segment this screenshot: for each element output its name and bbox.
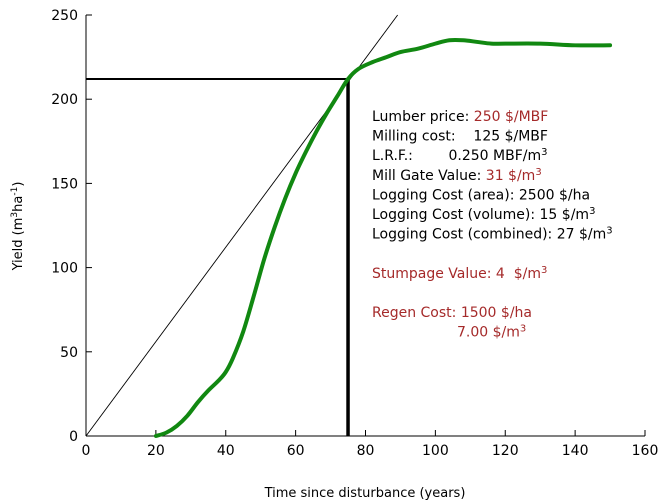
yield-curve <box>153 37 613 438</box>
x-axis-title: Time since disturbance (years) <box>264 486 466 501</box>
annotation-line: 7.00 $/m3 <box>457 323 526 341</box>
x-tick-label: 60 <box>287 443 305 459</box>
annotation-line: Lumber price: 250 $/MBF <box>372 109 548 125</box>
x-tick-label: 80 <box>357 443 375 459</box>
x-tick-label: 40 <box>217 443 235 459</box>
x-tick-label: 20 <box>147 443 165 459</box>
y-axis-ticks: 0 50 100 150 200 250 <box>51 8 92 445</box>
x-axis-ticks: 0 20 40 60 80 100 120 140 160 <box>82 430 659 459</box>
x-tick-label: 120 <box>492 443 519 459</box>
y-tick-label: 250 <box>51 8 78 24</box>
annotation-line: Logging Cost (combined): 27 $/m3 <box>372 225 613 243</box>
annotation-line: Stumpage Value: 4 $/m3 <box>372 264 547 282</box>
y-axis-title: Yield (m3ha-1) <box>10 182 26 272</box>
y-tick-label: 0 <box>69 429 78 445</box>
annotation-line: Logging Cost (volume): 15 $/m3 <box>372 206 595 224</box>
y-tick-label: 200 <box>51 92 78 108</box>
annotation-line: Milling cost: 125 $/MBF <box>372 129 548 145</box>
y-tick-label: 100 <box>51 261 78 277</box>
annotation-line: L.R.F.: 0.250 MBF/m3 <box>372 147 548 165</box>
annotation-line: Regen Cost: 1500 $/ha <box>372 305 532 321</box>
x-tick-label: 160 <box>632 443 659 459</box>
x-tick-label: 100 <box>422 443 449 459</box>
y-tick-label: 50 <box>60 345 78 361</box>
x-tick-label: 140 <box>562 443 589 459</box>
annotation-line: Mill Gate Value: 31 $/m3 <box>372 166 542 184</box>
series-layer <box>153 37 613 438</box>
x-tick-label: 0 <box>82 443 91 459</box>
annotation-line: Logging Cost (area): 2500 $/ha <box>372 187 590 203</box>
y-tick-label: 150 <box>51 176 78 192</box>
annotation-block: Lumber price: 250 $/MBF Milling cost: 125… <box>372 109 613 341</box>
